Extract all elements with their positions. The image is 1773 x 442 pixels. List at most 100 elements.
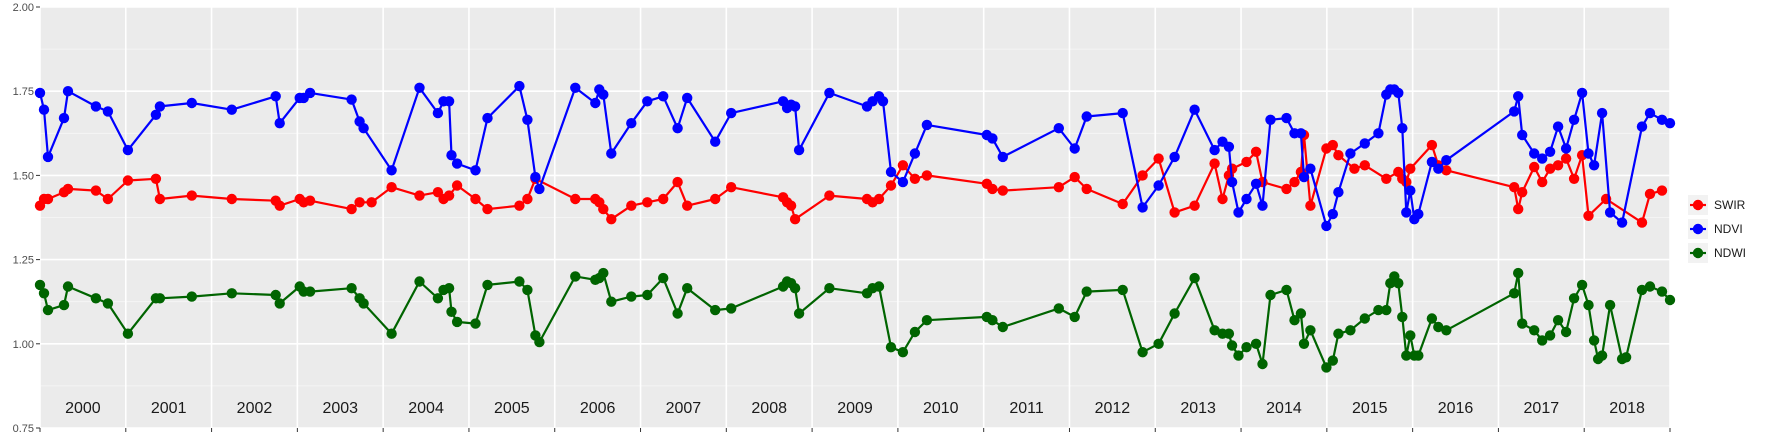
data-point — [470, 165, 481, 176]
data-point — [186, 291, 197, 302]
data-point — [1359, 313, 1371, 324]
data-point — [102, 106, 114, 117]
data-point — [270, 91, 281, 102]
data-point — [62, 86, 74, 97]
data-point — [1583, 148, 1594, 159]
year-label: 2018 — [1609, 400, 1645, 417]
data-point — [386, 328, 397, 339]
data-point — [1289, 176, 1300, 188]
data-point — [1169, 151, 1180, 163]
data-point — [42, 304, 54, 316]
data-point — [658, 272, 669, 284]
data-point — [414, 82, 425, 94]
data-point — [1537, 335, 1548, 346]
data-point — [1529, 148, 1540, 159]
data-point — [789, 214, 801, 225]
data-point — [304, 286, 316, 297]
data-point — [1656, 114, 1668, 126]
data-point — [987, 133, 998, 144]
year-label: 2008 — [751, 400, 787, 417]
data-point — [530, 171, 541, 183]
data-point — [1426, 139, 1438, 151]
legend-marker — [1692, 247, 1704, 259]
data-point — [154, 193, 166, 205]
data-point — [1289, 315, 1300, 326]
data-point — [1217, 193, 1228, 205]
data-point — [570, 193, 581, 205]
x-axis — [39, 428, 1671, 432]
data-point — [590, 97, 601, 109]
year-label: 2006 — [580, 400, 616, 417]
data-point — [1333, 150, 1344, 161]
data-point — [443, 190, 455, 201]
data-point — [122, 175, 134, 186]
data-point — [1552, 315, 1564, 326]
data-point — [1169, 308, 1180, 319]
data-point — [122, 144, 134, 156]
data-point — [514, 80, 525, 92]
data-point — [921, 170, 933, 181]
data-point — [470, 193, 481, 205]
data-point — [997, 151, 1008, 163]
data-point — [1305, 200, 1316, 211]
y-tick-label: 2.00 — [13, 2, 34, 14]
data-point — [354, 197, 365, 208]
data-point — [1576, 87, 1588, 99]
data-point — [726, 107, 737, 119]
data-point — [1241, 193, 1252, 205]
data-point — [1137, 170, 1148, 181]
data-point — [873, 281, 885, 292]
data-point — [346, 94, 357, 105]
data-point — [626, 291, 637, 302]
data-point — [1604, 207, 1616, 218]
data-point — [1513, 203, 1524, 215]
data-point — [1053, 182, 1065, 193]
data-point — [386, 182, 397, 193]
data-point — [1583, 299, 1594, 311]
data-point — [1250, 178, 1262, 189]
data-point — [1069, 311, 1080, 323]
data-point — [658, 193, 669, 205]
data-point — [1327, 208, 1339, 220]
data-point — [1069, 143, 1080, 154]
data-point — [1381, 173, 1392, 184]
data-point — [1209, 325, 1220, 336]
data-point — [1153, 180, 1164, 191]
data-point — [274, 200, 285, 211]
data-point — [1281, 183, 1292, 195]
data-point — [1281, 284, 1292, 296]
data-point — [346, 283, 357, 294]
data-point — [1233, 350, 1244, 361]
data-point — [482, 112, 493, 124]
data-point — [1226, 163, 1238, 174]
data-point — [1327, 355, 1339, 366]
data-point — [1529, 161, 1540, 173]
data-point — [897, 160, 909, 171]
year-label: 2007 — [666, 400, 702, 417]
data-point — [1081, 286, 1092, 297]
series-layer — [34, 80, 1676, 373]
year-label: 2004 — [408, 400, 444, 417]
data-point — [987, 183, 998, 195]
year-label: 2005 — [494, 400, 530, 417]
data-point — [897, 176, 909, 188]
data-point — [710, 136, 721, 147]
data-point — [921, 119, 933, 131]
data-point — [1250, 146, 1262, 157]
data-point — [90, 185, 102, 196]
data-point — [304, 195, 316, 206]
data-point — [909, 326, 921, 338]
data-point — [1544, 146, 1556, 157]
data-point — [1644, 281, 1656, 292]
series-line — [39, 133, 1663, 224]
data-point — [226, 104, 237, 115]
data-point — [1137, 202, 1148, 213]
data-point — [726, 182, 737, 193]
data-point — [873, 193, 885, 205]
data-point — [1568, 173, 1580, 184]
data-point — [1349, 163, 1360, 174]
data-point — [1517, 187, 1528, 198]
data-point — [642, 289, 653, 301]
data-point — [1656, 185, 1668, 196]
data-point — [1401, 350, 1412, 361]
